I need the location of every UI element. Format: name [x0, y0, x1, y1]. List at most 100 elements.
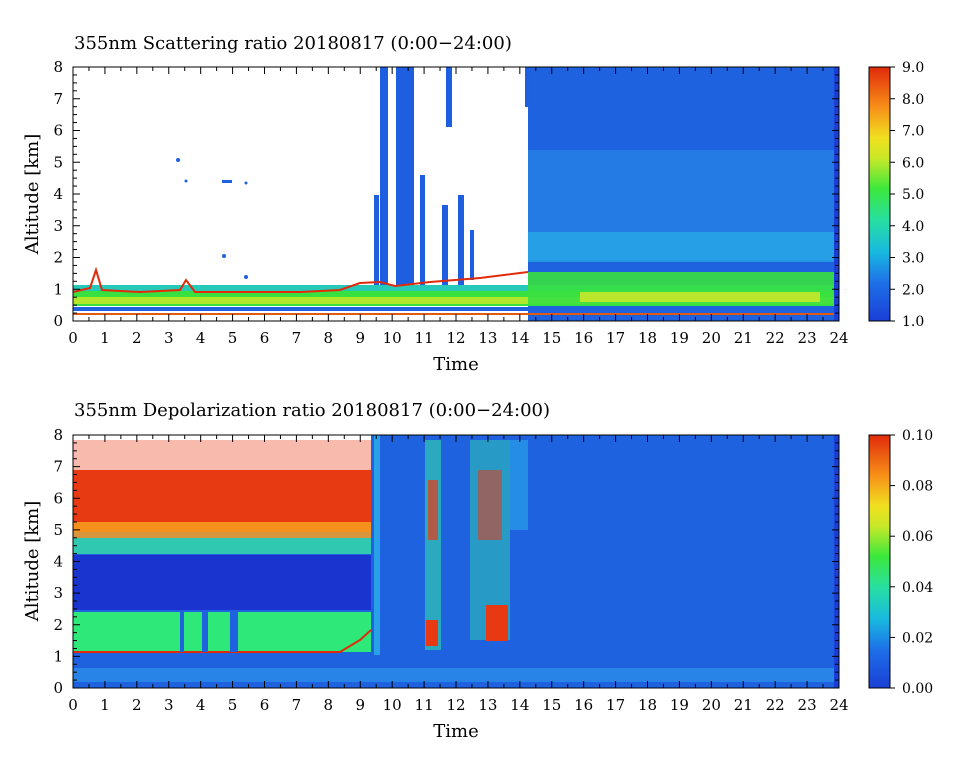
x-tick-label: 16 — [574, 696, 593, 714]
streak-6 — [442, 205, 448, 285]
x-tick-label: 23 — [798, 696, 817, 714]
chart1-aerosol-layer — [528, 232, 839, 262]
colorbar-tick-label: 1.0 — [902, 314, 924, 330]
x-tick-label: 21 — [734, 696, 753, 714]
x-tick-label: 2 — [132, 329, 142, 347]
x-tick-label: 18 — [638, 696, 657, 714]
x-tick-label: 14 — [510, 329, 529, 347]
x-tick-label: 12 — [446, 696, 465, 714]
chart1-bl-yellow — [73, 297, 839, 304]
x-tick-label: 9 — [355, 329, 365, 347]
chart2-gap-3 — [230, 612, 238, 652]
chart1-speck-6 — [244, 275, 248, 279]
scattering-ratio-chart: 355nm Scattering ratio 20180817 (0:00−24… — [22, 33, 924, 375]
chart1-bl-top-contour — [72, 266, 529, 294]
x-tick-label: 3 — [164, 696, 174, 714]
y-tick-label: 2 — [53, 616, 63, 634]
streak-5 — [420, 175, 425, 285]
colorbar-tick-label: 8.0 — [902, 92, 924, 108]
x-tick-label: 20 — [702, 696, 721, 714]
y-tick-label: 3 — [53, 584, 63, 602]
streak-3 — [396, 67, 402, 290]
chart2-title: 355nm Depolarization ratio 20180817 (0:0… — [74, 400, 550, 421]
y-tick-label: 4 — [53, 553, 63, 571]
x-tick-label: 6 — [260, 696, 270, 714]
y-tick-label: 2 — [53, 249, 63, 267]
streak-9 — [470, 230, 474, 280]
chart2-gap-1 — [180, 612, 184, 652]
chart2-gap-2 — [202, 612, 208, 652]
chart2-axes: 0 1 2 3 4 5 6 7 8 9 10 11 12 13 14 15 16 17 18 19 20 21 22 23 24… — [53, 426, 848, 714]
chart2-streak-6 — [478, 470, 502, 540]
chart1-ylabel: Altitude [km] — [22, 134, 43, 256]
x-tick-label: 16 — [574, 329, 593, 347]
chart1-colorbar-ticks: 1.0 2.0 3.0 4.0 5.0 6.0 7.0 8.0 9.0 — [890, 60, 924, 330]
y-tick-label: 1 — [53, 647, 63, 665]
colorbar-tick-label: 7.0 — [902, 124, 924, 140]
chart2-xlabel: Time — [433, 721, 478, 742]
chart1-colorbar-gradient — [868, 66, 891, 322]
x-tick-label: 14 — [510, 696, 529, 714]
chart2-streak-7 — [486, 605, 508, 641]
colorbar-tick-label: 3.0 — [902, 251, 924, 267]
y-tick-label: 7 — [53, 90, 63, 108]
chart2-streak-1 — [374, 435, 380, 655]
y-tick-label: 3 — [53, 217, 63, 235]
chart2-streak-3 — [428, 480, 438, 540]
chart1-colorbar: 1.0 2.0 3.0 4.0 5.0 6.0 7.0 8.0 9.0 — [868, 60, 924, 330]
x-tick-label: 7 — [292, 696, 302, 714]
y-tick-label: 6 — [53, 489, 63, 507]
x-tick-label: 4 — [196, 329, 206, 347]
streak-2 — [380, 67, 388, 290]
x-tick-label: 15 — [542, 329, 561, 347]
x-tick-label: 23 — [798, 329, 817, 347]
y-tick-label: 0 — [53, 312, 63, 330]
x-tick-label: 19 — [670, 329, 689, 347]
streak-1 — [374, 195, 379, 290]
colorbar-tick-label: 0.00 — [902, 681, 933, 697]
chart2-colorbar-gradient — [868, 434, 891, 689]
x-tick-label: 4 — [196, 696, 206, 714]
streak-7 — [446, 67, 452, 127]
y-tick-label: 6 — [53, 122, 63, 140]
x-tick-label: 7 — [292, 329, 302, 347]
x-tick-label: 2 — [132, 696, 142, 714]
chart1-speck-5 — [222, 254, 226, 258]
chart2-streak-4 — [426, 620, 438, 646]
colorbar-tick-label: 4.0 — [902, 219, 924, 235]
x-tick-label: 6 — [260, 329, 270, 347]
chart1-plot — [72, 66, 840, 322]
chart2-ylabel: Altitude [km] — [22, 501, 43, 623]
chart1-speck-1 — [176, 158, 180, 162]
y-tick-label: 5 — [53, 521, 63, 539]
x-tick-label: 11 — [415, 696, 434, 714]
x-tick-label: 22 — [766, 696, 785, 714]
x-tick-label: 5 — [228, 696, 238, 714]
x-tick-label: 9 — [355, 696, 365, 714]
y-tick-label: 0 — [53, 679, 63, 697]
x-tick-label: 24 — [829, 329, 848, 347]
streak-10 — [525, 67, 529, 107]
chart2-upper-red — [73, 470, 371, 532]
x-tick-label: 20 — [702, 329, 721, 347]
x-tick-label: 0 — [68, 696, 78, 714]
x-tick-label: 1 — [100, 329, 110, 347]
y-tick-label: 8 — [53, 58, 63, 76]
chart2-upper-green — [73, 538, 371, 554]
chart1-xlabel: Time — [433, 354, 478, 375]
x-tick-label: 12 — [446, 329, 465, 347]
x-tick-label: 8 — [324, 696, 334, 714]
chart1-bl-cyan-edge — [73, 285, 839, 293]
colorbar-tick-label: 0.04 — [902, 580, 933, 596]
x-tick-label: 10 — [383, 329, 402, 347]
chart2-colorbar-ticks: 0.00 0.02 0.04 0.06 0.08 0.10 — [890, 428, 933, 697]
chart1-speck-3 — [222, 180, 232, 183]
chart2-streak-8 — [510, 440, 528, 530]
colorbar-tick-label: 2.0 — [902, 282, 924, 298]
x-tick-label: 8 — [324, 329, 334, 347]
y-tick-label: 4 — [53, 185, 63, 203]
chart2-lower-contour — [73, 629, 372, 653]
x-tick-label: 18 — [638, 329, 657, 347]
y-tick-label: 1 — [53, 280, 63, 298]
chart2-colorbar: 0.00 0.02 0.04 0.06 0.08 0.10 — [868, 428, 933, 697]
